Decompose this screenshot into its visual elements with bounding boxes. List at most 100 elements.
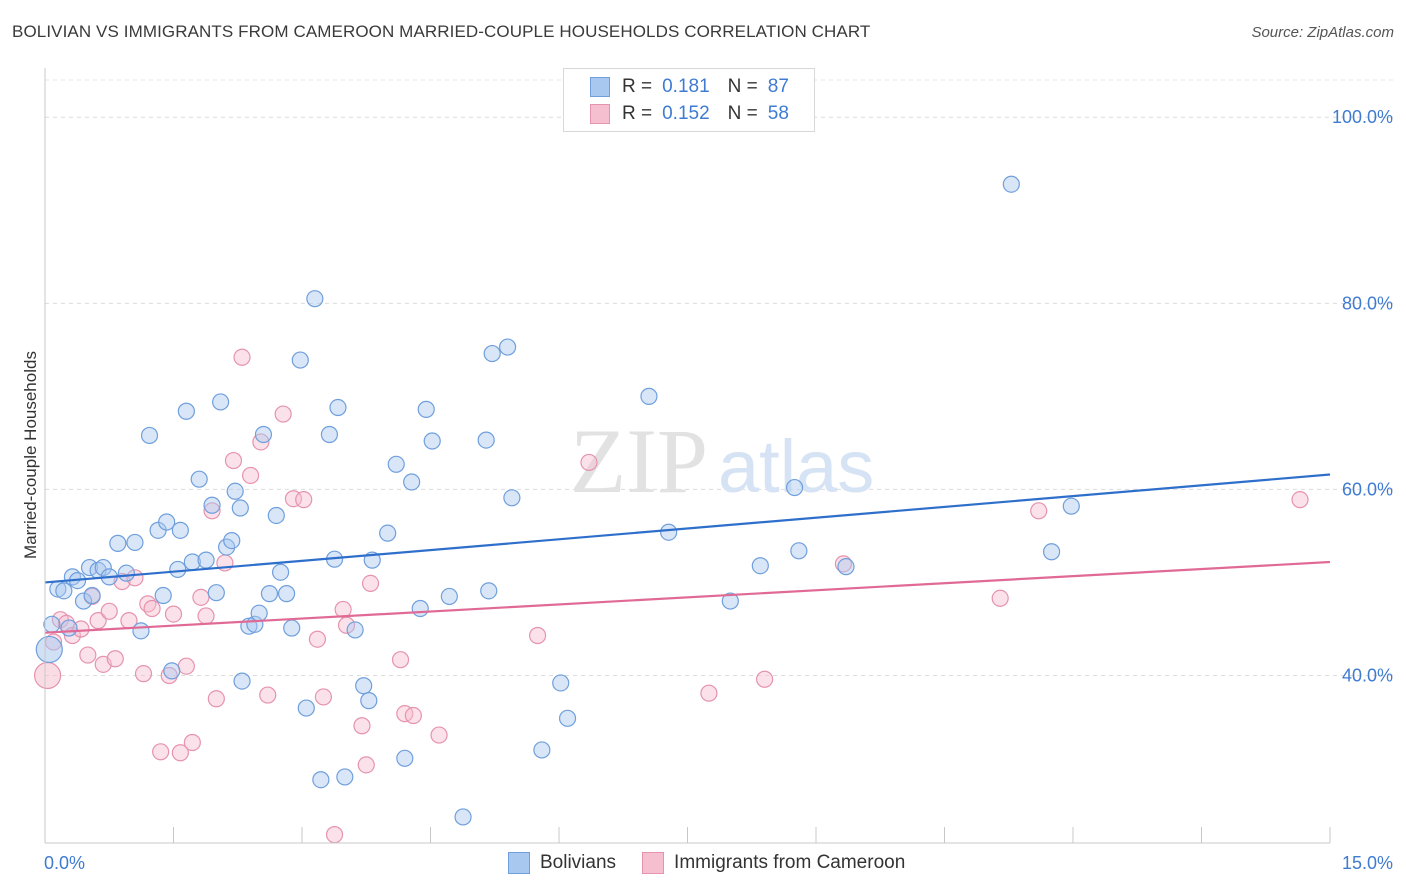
data-point xyxy=(74,592,93,610)
data-point xyxy=(403,473,421,491)
watermark-zip: ZIP xyxy=(570,410,708,512)
trend-lines xyxy=(44,473,1331,634)
data-point xyxy=(94,558,112,577)
data-point xyxy=(1062,497,1080,515)
data-point xyxy=(283,619,301,637)
legend-swatch-blue xyxy=(590,77,610,97)
data-point xyxy=(379,524,397,542)
data-point xyxy=(250,604,268,622)
data-point xyxy=(164,605,183,623)
data-point xyxy=(203,502,221,520)
data-point xyxy=(224,451,243,470)
series-bolivians-points xyxy=(35,175,1080,826)
y-tick-label: 80.0% xyxy=(1342,293,1393,313)
data-point xyxy=(357,756,375,774)
n-value: 87 xyxy=(767,76,789,97)
y-tick-label: 60.0% xyxy=(1342,479,1393,499)
y-tick-label: 40.0% xyxy=(1342,666,1393,686)
data-point xyxy=(109,534,127,552)
data-point xyxy=(312,771,330,789)
watermark-atlas: atlas xyxy=(718,425,874,508)
data-point xyxy=(417,400,435,418)
data-point xyxy=(700,684,718,702)
data-point xyxy=(660,523,678,541)
y-tick-labels: 40.0% 60.0% 80.0% 100.0% xyxy=(1332,107,1393,685)
legend-swatch-blue xyxy=(508,852,530,874)
data-point xyxy=(177,402,195,420)
data-point xyxy=(242,466,260,485)
series-cameroon-points xyxy=(33,348,1309,844)
data-point xyxy=(171,744,189,762)
data-point xyxy=(353,717,371,735)
data-point xyxy=(558,709,577,727)
data-point xyxy=(308,630,327,648)
data-point xyxy=(336,768,354,786)
data-point xyxy=(297,699,315,717)
data-point xyxy=(480,582,498,600)
data-point xyxy=(79,646,97,664)
data-point xyxy=(190,470,208,488)
data-point xyxy=(337,616,356,634)
data-point xyxy=(580,453,598,472)
data-point xyxy=(552,674,570,692)
legend-swatch-pink xyxy=(642,852,665,874)
data-point xyxy=(197,551,215,569)
data-point xyxy=(140,426,159,445)
data-point xyxy=(106,650,124,668)
data-point xyxy=(158,513,176,531)
data-point xyxy=(233,672,251,690)
legend-swatch-pink xyxy=(590,104,610,124)
data-point xyxy=(183,733,201,752)
data-point xyxy=(35,635,63,664)
legend-item-cameroon[interactable]: Immigrants from Cameroon xyxy=(642,852,905,874)
data-point xyxy=(169,560,187,579)
data-point xyxy=(83,586,101,605)
data-point xyxy=(640,387,658,405)
data-point xyxy=(143,599,161,618)
data-point xyxy=(1291,491,1309,509)
data-point xyxy=(329,398,347,417)
data-point xyxy=(223,531,241,550)
trend-line-cameroon xyxy=(44,560,1331,634)
data-point xyxy=(274,405,292,423)
data-point xyxy=(277,585,296,603)
data-point xyxy=(454,808,472,826)
data-point xyxy=(267,506,285,525)
correlation-legend: R = 0.181 N = 87 R = 0.152 N = 58 xyxy=(563,68,815,132)
legend-row-cameroon: R = 0.152 N = 58 xyxy=(590,102,789,126)
data-point xyxy=(259,686,277,704)
legend-item-bolivians[interactable]: Bolivians xyxy=(508,852,616,874)
r-label: R = xyxy=(622,103,653,124)
data-point xyxy=(89,612,107,630)
x-tick-min: 0.0% xyxy=(44,853,85,873)
data-point xyxy=(499,338,517,356)
data-point xyxy=(271,563,290,581)
legend-label-cameroon: Immigrants from Cameroon xyxy=(674,852,906,873)
r-value: 0.152 xyxy=(662,103,710,124)
data-point xyxy=(355,677,373,695)
data-point xyxy=(325,826,344,844)
data-point xyxy=(396,749,414,767)
data-point xyxy=(483,344,501,363)
data-point xyxy=(391,651,410,669)
data-point xyxy=(991,589,1009,607)
series-legend: Bolivians Immigrants from Cameroon xyxy=(508,852,931,874)
data-point xyxy=(320,425,339,444)
data-point xyxy=(387,455,405,473)
legend-row-bolivians: R = 0.181 N = 87 xyxy=(590,75,789,99)
data-point xyxy=(171,521,189,539)
data-point xyxy=(226,482,244,500)
legend-label-bolivians: Bolivians xyxy=(540,852,617,873)
data-point xyxy=(160,666,178,685)
data-point xyxy=(203,496,221,514)
data-point xyxy=(43,615,61,633)
data-point xyxy=(152,743,170,761)
data-point xyxy=(55,582,73,600)
data-point xyxy=(1030,502,1048,520)
data-point xyxy=(361,574,380,592)
data-point xyxy=(192,588,210,606)
data-point xyxy=(837,558,855,576)
data-point xyxy=(291,351,309,369)
data-point xyxy=(755,670,774,688)
